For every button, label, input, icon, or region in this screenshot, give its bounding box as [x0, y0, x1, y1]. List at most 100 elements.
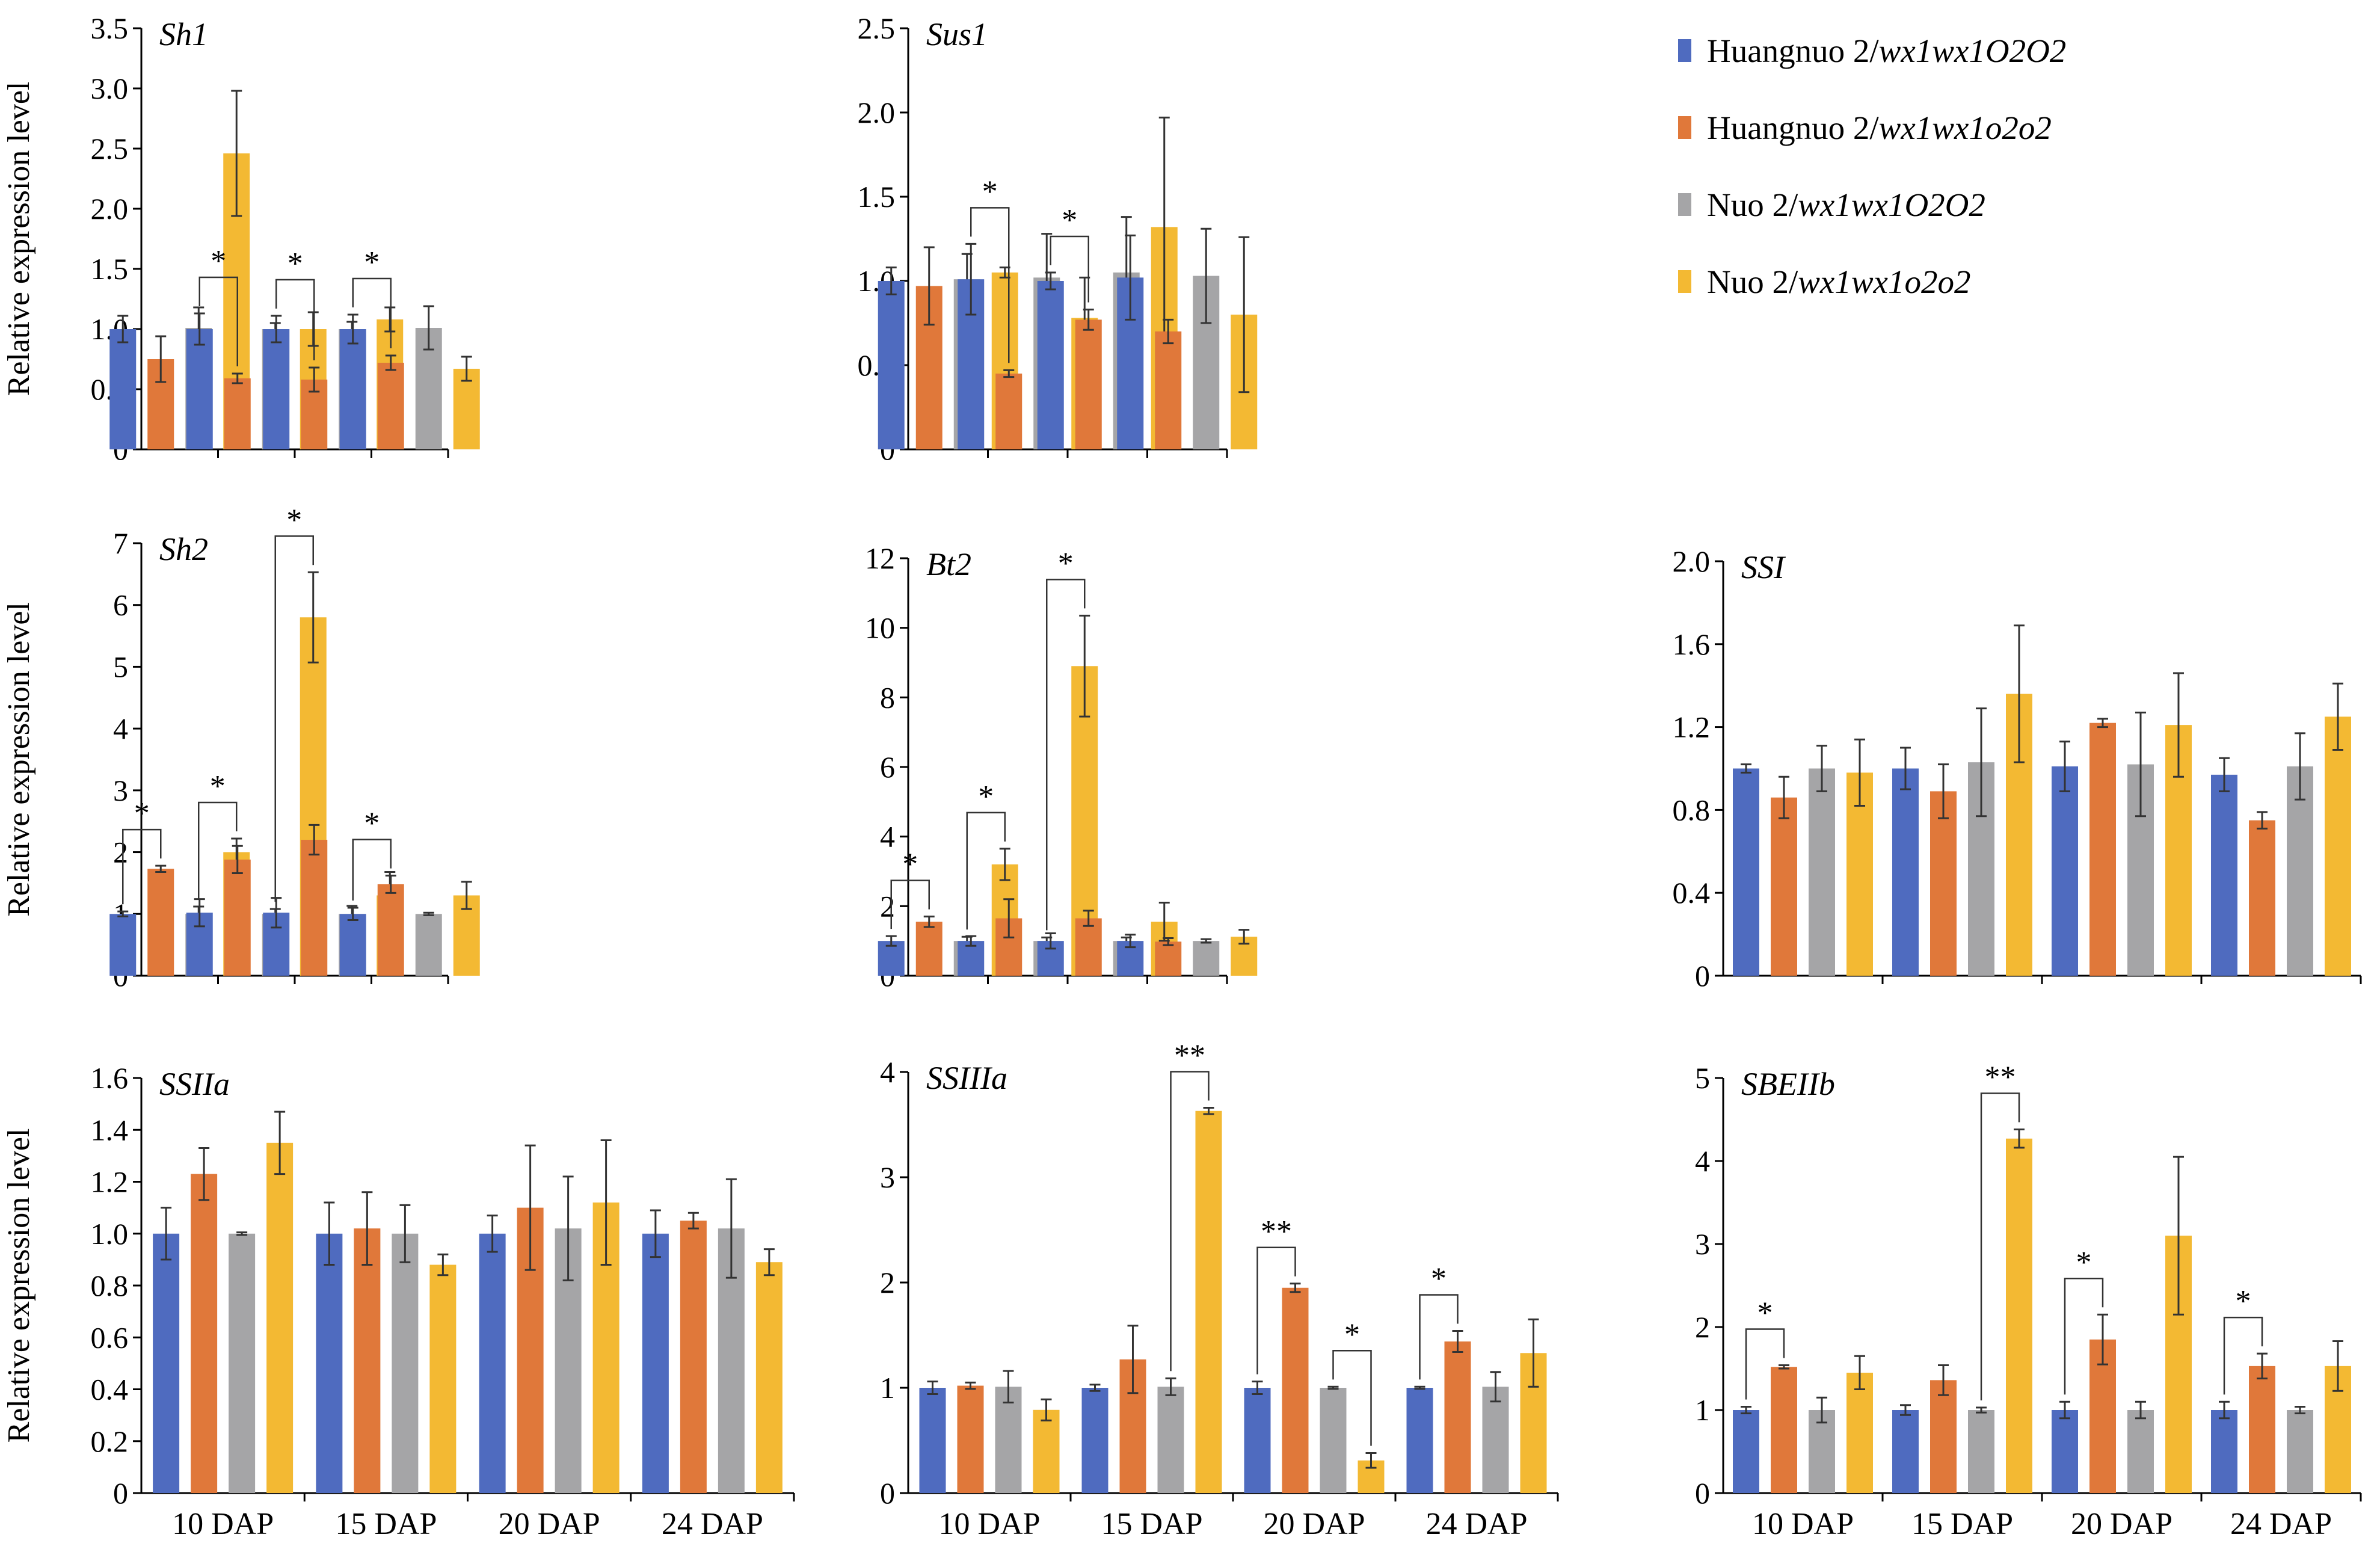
bar [1892, 768, 1919, 976]
gene-title: SSIIa [159, 1066, 230, 1102]
legend-swatch [1678, 116, 1691, 139]
y-axis-label: Relative expression level [2, 1129, 36, 1443]
significance-bracket [1332, 1350, 1372, 1446]
significance-bracket [122, 828, 162, 905]
bar [354, 1228, 381, 1493]
y-tick-label: 1.6 [91, 1061, 129, 1095]
y-tick-label: 1.5 [858, 180, 896, 214]
legend-label: Nuo 2/ [1707, 263, 1798, 300]
significance-label: * [364, 807, 380, 841]
y-tick-label: 3 [880, 1160, 895, 1194]
bar [1846, 1372, 1873, 1493]
bar [339, 914, 366, 976]
bar [301, 840, 328, 976]
gene-title: SBEIIb [1741, 1066, 1835, 1102]
y-tick-label: 2.0 [858, 96, 896, 129]
gene-title: Sh2 [159, 531, 208, 567]
significance-label: * [978, 780, 994, 814]
y-tick-label: 6 [880, 750, 895, 784]
y-tick-label: 1.5 [91, 252, 129, 286]
significance-bracket [352, 839, 392, 901]
x-tick-label: 24 DAP [1425, 1507, 1527, 1541]
bar [680, 1221, 707, 1493]
bar [229, 1233, 256, 1493]
bar [479, 1233, 506, 1493]
y-tick-label: 0 [1695, 1476, 1710, 1510]
bar [957, 1385, 984, 1493]
significance-label: * [902, 848, 918, 882]
bar [1193, 941, 1220, 976]
y-tick-label: 2.0 [91, 192, 129, 226]
legend-genotype: wx1wx1O2O2 [1878, 32, 2067, 69]
bar [1282, 1287, 1309, 1493]
chart-panel: 00.51.01.52.02.5**Sus1 [858, 11, 1258, 466]
gene-title: Sus1 [926, 16, 988, 52]
x-tick-label: 24 DAP [662, 1507, 763, 1541]
significance-bracket [1256, 1246, 1296, 1375]
bar [995, 1387, 1022, 1493]
bar [1195, 1110, 1222, 1493]
legend-swatch [1678, 270, 1691, 293]
y-tick-label: 0.8 [1673, 793, 1711, 827]
bar [191, 1174, 218, 1493]
y-tick-label: 2 [880, 1266, 895, 1299]
legend: Huangnuo 2/wx1wx1O2O2 Huangnuo 2/wx1wx1o… [1678, 12, 2066, 320]
y-tick-label: 0 [1695, 959, 1710, 993]
y-tick-label: 5 [1695, 1061, 1710, 1095]
y-tick-label: 4 [880, 820, 895, 854]
significance-label: * [2236, 1284, 2251, 1319]
x-tick-label: 20 DAP [1263, 1507, 1365, 1541]
bar [2052, 1410, 2078, 1493]
y-tick-label: 1.0 [91, 1217, 129, 1251]
significance-label: * [982, 174, 998, 209]
legend-label: Nuo 2/ [1707, 186, 1798, 223]
significance-bracket [274, 535, 314, 902]
bar [1033, 1409, 1060, 1493]
bar [377, 884, 404, 976]
bar [958, 941, 985, 976]
bar [1809, 768, 1835, 976]
significance-bracket [1170, 1071, 1210, 1372]
y-tick-label: 3 [1695, 1227, 1710, 1261]
y-tick-label: 2.5 [91, 132, 129, 165]
significance-label: * [1431, 1262, 1447, 1296]
y-tick-label: 3.5 [91, 11, 129, 45]
significance-bracket [198, 801, 238, 899]
significance-label: * [1062, 203, 1077, 238]
y-tick-label: 7 [113, 526, 128, 560]
bar [2287, 1410, 2313, 1493]
y-tick-label: 6 [113, 588, 128, 622]
bar [153, 1233, 180, 1493]
bar [642, 1233, 669, 1493]
x-tick-label: 10 DAP [938, 1507, 1040, 1541]
bar [878, 281, 905, 449]
significance-label: * [134, 796, 150, 831]
significance-label: * [1344, 1317, 1360, 1352]
significance-bracket [966, 811, 1006, 930]
y-axis-label: Relative expression level [2, 82, 36, 396]
bar [109, 914, 137, 976]
bar [2287, 766, 2313, 976]
bar [2211, 774, 2237, 976]
y-tick-label: 10 [865, 611, 895, 645]
gene-title: Sh1 [159, 16, 208, 52]
x-tick-label: 20 DAP [499, 1507, 600, 1541]
bar [995, 374, 1022, 449]
significance-label: * [211, 244, 226, 279]
y-tick-label: 2 [880, 889, 895, 923]
legend-item: Huangnuo 2/wx1wx1o2o2 [1678, 89, 2066, 166]
significance-label: ** [1261, 1215, 1292, 1249]
y-tick-label: 4 [1695, 1144, 1710, 1178]
y-tick-label: 1.2 [91, 1165, 129, 1199]
bar [2211, 1410, 2237, 1493]
bar [2089, 722, 2116, 976]
y-tick-label: 4 [880, 1055, 895, 1089]
y-tick-label: 0.6 [91, 1320, 129, 1354]
bar [377, 363, 404, 449]
significance-label: * [286, 503, 302, 537]
bar [1771, 797, 1797, 976]
bar [1968, 1410, 1994, 1493]
bar [1081, 1388, 1109, 1493]
